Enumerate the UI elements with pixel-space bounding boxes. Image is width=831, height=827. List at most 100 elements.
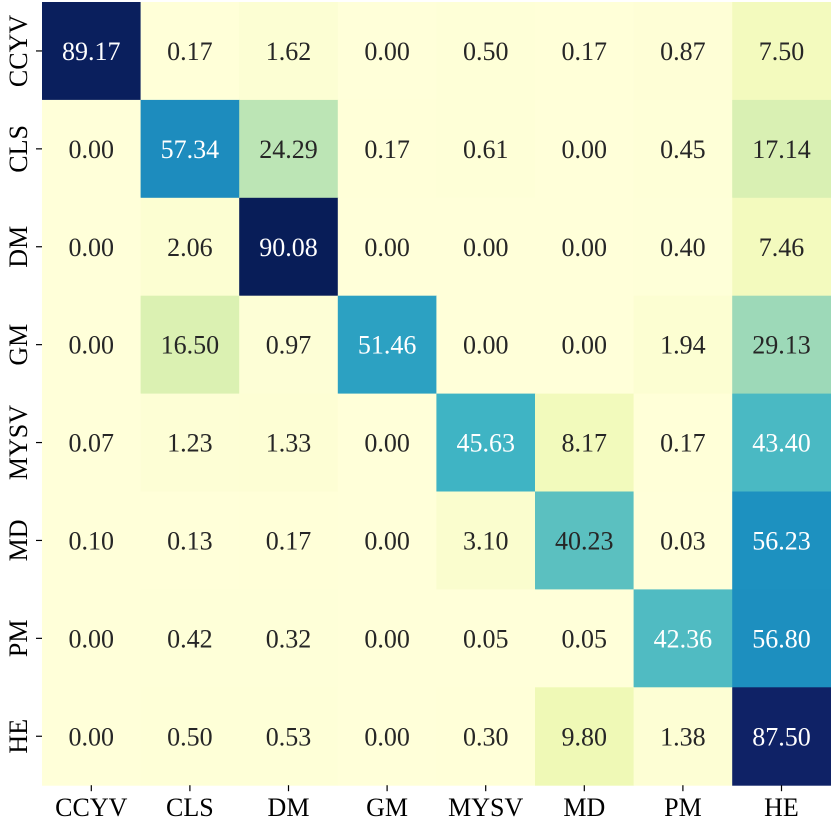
y-tick-label: CCYV: [4, 15, 33, 87]
heatmap-cell: [535, 687, 635, 786]
cell-value-label: 0.00: [364, 722, 410, 751]
heatmap-cell: [239, 687, 339, 786]
cell-value-label: 0.00: [69, 722, 115, 751]
x-tick-label: CLS: [166, 793, 214, 822]
cell-value-label: 0.05: [463, 624, 509, 653]
cell-value-label: 0.30: [463, 722, 509, 751]
x-tick-label: PM: [664, 793, 702, 822]
cell-value-label: 0.00: [69, 135, 115, 164]
heatmap-cell: [633, 491, 733, 590]
heatmap-cell: [732, 491, 831, 590]
cell-value-label: 7.50: [759, 37, 805, 66]
x-tick-label: MD: [563, 793, 605, 822]
heatmap-cell: [337, 393, 437, 492]
heatmap-cell: [140, 99, 240, 199]
heatmap-cell: [535, 99, 635, 199]
heatmap-cell: [239, 197, 339, 297]
cell-value-label: 24.29: [259, 135, 318, 164]
heatmap-cell: [42, 491, 142, 590]
cell-value-label: 0.17: [562, 37, 608, 66]
heatmap-cell: [140, 393, 240, 492]
cell-value-label: 0.50: [167, 722, 213, 751]
cell-value-label: 0.00: [69, 624, 115, 653]
cell-value-label: 8.17: [562, 429, 608, 458]
heatmap-cell: [436, 99, 536, 199]
heatmap-cell: [436, 197, 536, 297]
heatmap-cell: [732, 295, 831, 395]
heatmap-cells: [42, 2, 831, 786]
y-tick-label: MD: [4, 519, 33, 561]
x-axis: CCYV CLS DM GM MYSV MD PM HE: [55, 785, 799, 822]
heatmap-cell: [239, 491, 339, 590]
cell-value-label: 0.00: [562, 331, 608, 360]
cell-value-label: 9.80: [562, 722, 608, 751]
cell-value-label: 56.23: [752, 526, 811, 555]
cell-value-label: 45.63: [456, 429, 515, 458]
cell-value-label: 0.17: [364, 135, 410, 164]
heatmap-cell: [436, 393, 536, 492]
heatmap-cell: [140, 295, 240, 395]
cell-value-label: 3.10: [463, 526, 509, 555]
heatmap-cell: [140, 589, 240, 688]
cell-value-label: 0.00: [562, 233, 608, 262]
x-tick-label: HE: [764, 793, 799, 822]
heatmap-cell: [239, 589, 339, 688]
y-tick-label: HE: [4, 719, 33, 754]
cell-value-label: 0.00: [364, 37, 410, 66]
cell-value-label: 90.08: [259, 233, 318, 262]
y-tick-label: MYSV: [4, 405, 33, 480]
cell-value-label: 0.10: [69, 526, 115, 555]
y-tick-label: PM: [4, 620, 33, 658]
y-tick-label: GM: [4, 324, 33, 366]
cell-value-label: 0.32: [266, 624, 312, 653]
cell-value-label: 0.53: [266, 722, 312, 751]
cell-value-label: 0.00: [364, 624, 410, 653]
heatmap-cell: [239, 393, 339, 492]
heatmap-cell: [633, 99, 733, 199]
cell-value-label: 0.00: [364, 233, 410, 262]
cell-value-label: 0.00: [463, 233, 509, 262]
cell-value-label: 56.80: [752, 624, 811, 653]
cell-value-label: 0.61: [463, 135, 509, 164]
heatmap-cell: [42, 295, 142, 395]
heatmap-cell: [42, 2, 142, 101]
cell-value-label: 0.97: [266, 331, 312, 360]
cell-value-label: 0.00: [364, 526, 410, 555]
cell-value-label: 29.13: [752, 331, 811, 360]
heatmap-cell: [140, 491, 240, 590]
cell-value-label: 57.34: [161, 135, 220, 164]
y-tick-label: CLS: [4, 125, 33, 173]
heatmap-cell: [337, 2, 437, 101]
cell-value-label: 0.07: [69, 429, 115, 458]
cell-value-label: 1.94: [660, 331, 706, 360]
heatmap-cell: [535, 589, 635, 688]
heatmap-cell: [633, 393, 733, 492]
heatmap-cell: [42, 393, 142, 492]
heatmap-cell: [337, 295, 437, 395]
heatmap-cell: [42, 197, 142, 297]
cell-value-label: 0.00: [562, 135, 608, 164]
cell-value-label: 7.46: [759, 233, 805, 262]
cell-value-label: 0.17: [266, 526, 312, 555]
cell-value-label: 89.17: [62, 37, 121, 66]
x-tick-label: CCYV: [55, 793, 127, 822]
cell-value-label: 0.00: [364, 429, 410, 458]
heatmap-cell: [140, 687, 240, 786]
heatmap-cell: [140, 197, 240, 297]
cell-value-label: 0.17: [660, 429, 706, 458]
cell-value-label: 0.50: [463, 37, 509, 66]
cell-value-label: 0.17: [167, 37, 213, 66]
heatmap-cell: [535, 295, 635, 395]
cell-value-label: 40.23: [555, 526, 614, 555]
heatmap-cell: [633, 197, 733, 297]
heatmap-cell: [732, 99, 831, 199]
heatmap-cell: [239, 99, 339, 199]
heatmap-cell: [732, 589, 831, 688]
heatmap-cell: [732, 197, 831, 297]
heatmap-cell: [436, 687, 536, 786]
heatmap-cell: [140, 2, 240, 101]
heatmap-cell: [535, 197, 635, 297]
y-tick-label: DM: [4, 226, 33, 268]
heatmap-cell: [436, 589, 536, 688]
